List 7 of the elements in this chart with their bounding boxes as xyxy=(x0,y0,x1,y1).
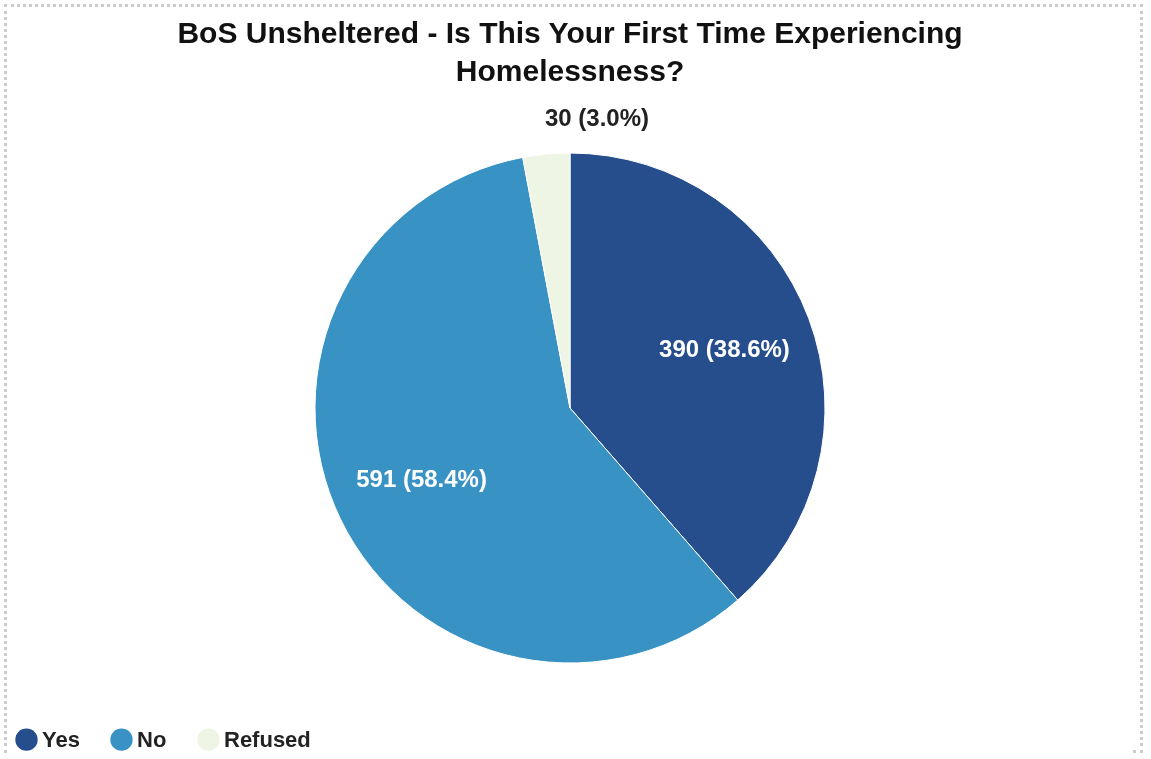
legend-label: No xyxy=(137,726,167,752)
data-label: 591 (58.4%) xyxy=(356,465,487,493)
legend-label: Refused xyxy=(224,726,311,752)
data-label: 30 (3.0%) xyxy=(544,104,650,132)
chart-title: BoS Unsheltered - Is This Your First Time Experiencing Homelessness? xyxy=(177,16,963,88)
data-label: 390 (38.6%) xyxy=(659,335,790,363)
legend-label: Yes xyxy=(42,726,80,752)
